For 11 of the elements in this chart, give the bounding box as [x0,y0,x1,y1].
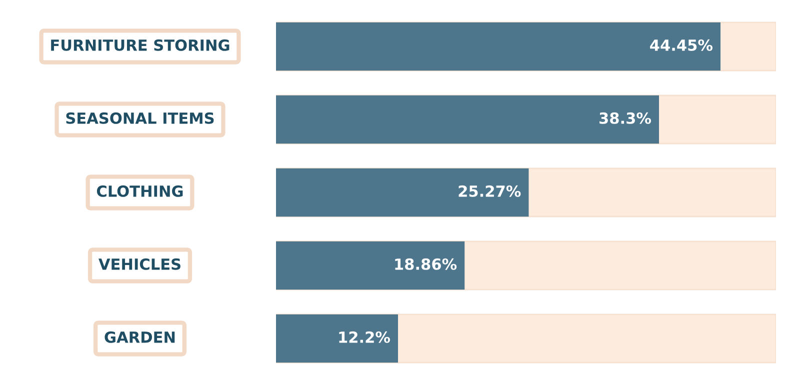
data-label: 44.45% [650,39,713,51]
y-tick-label: CLOTHING [96,185,183,197]
data-label: 38.3% [600,112,652,124]
data-label: 25.27% [458,185,521,197]
bar [276,314,398,363]
y-tick-label: GARDEN [104,331,175,343]
y-tick-label: FURNITURE STORING [51,39,230,51]
data-label: 12.2% [339,331,390,343]
y-tick-label: SEASONAL ITEMS [66,112,214,124]
y-tick-label: VEHICLES [98,258,180,270]
data-label: 18.86% [395,258,457,270]
